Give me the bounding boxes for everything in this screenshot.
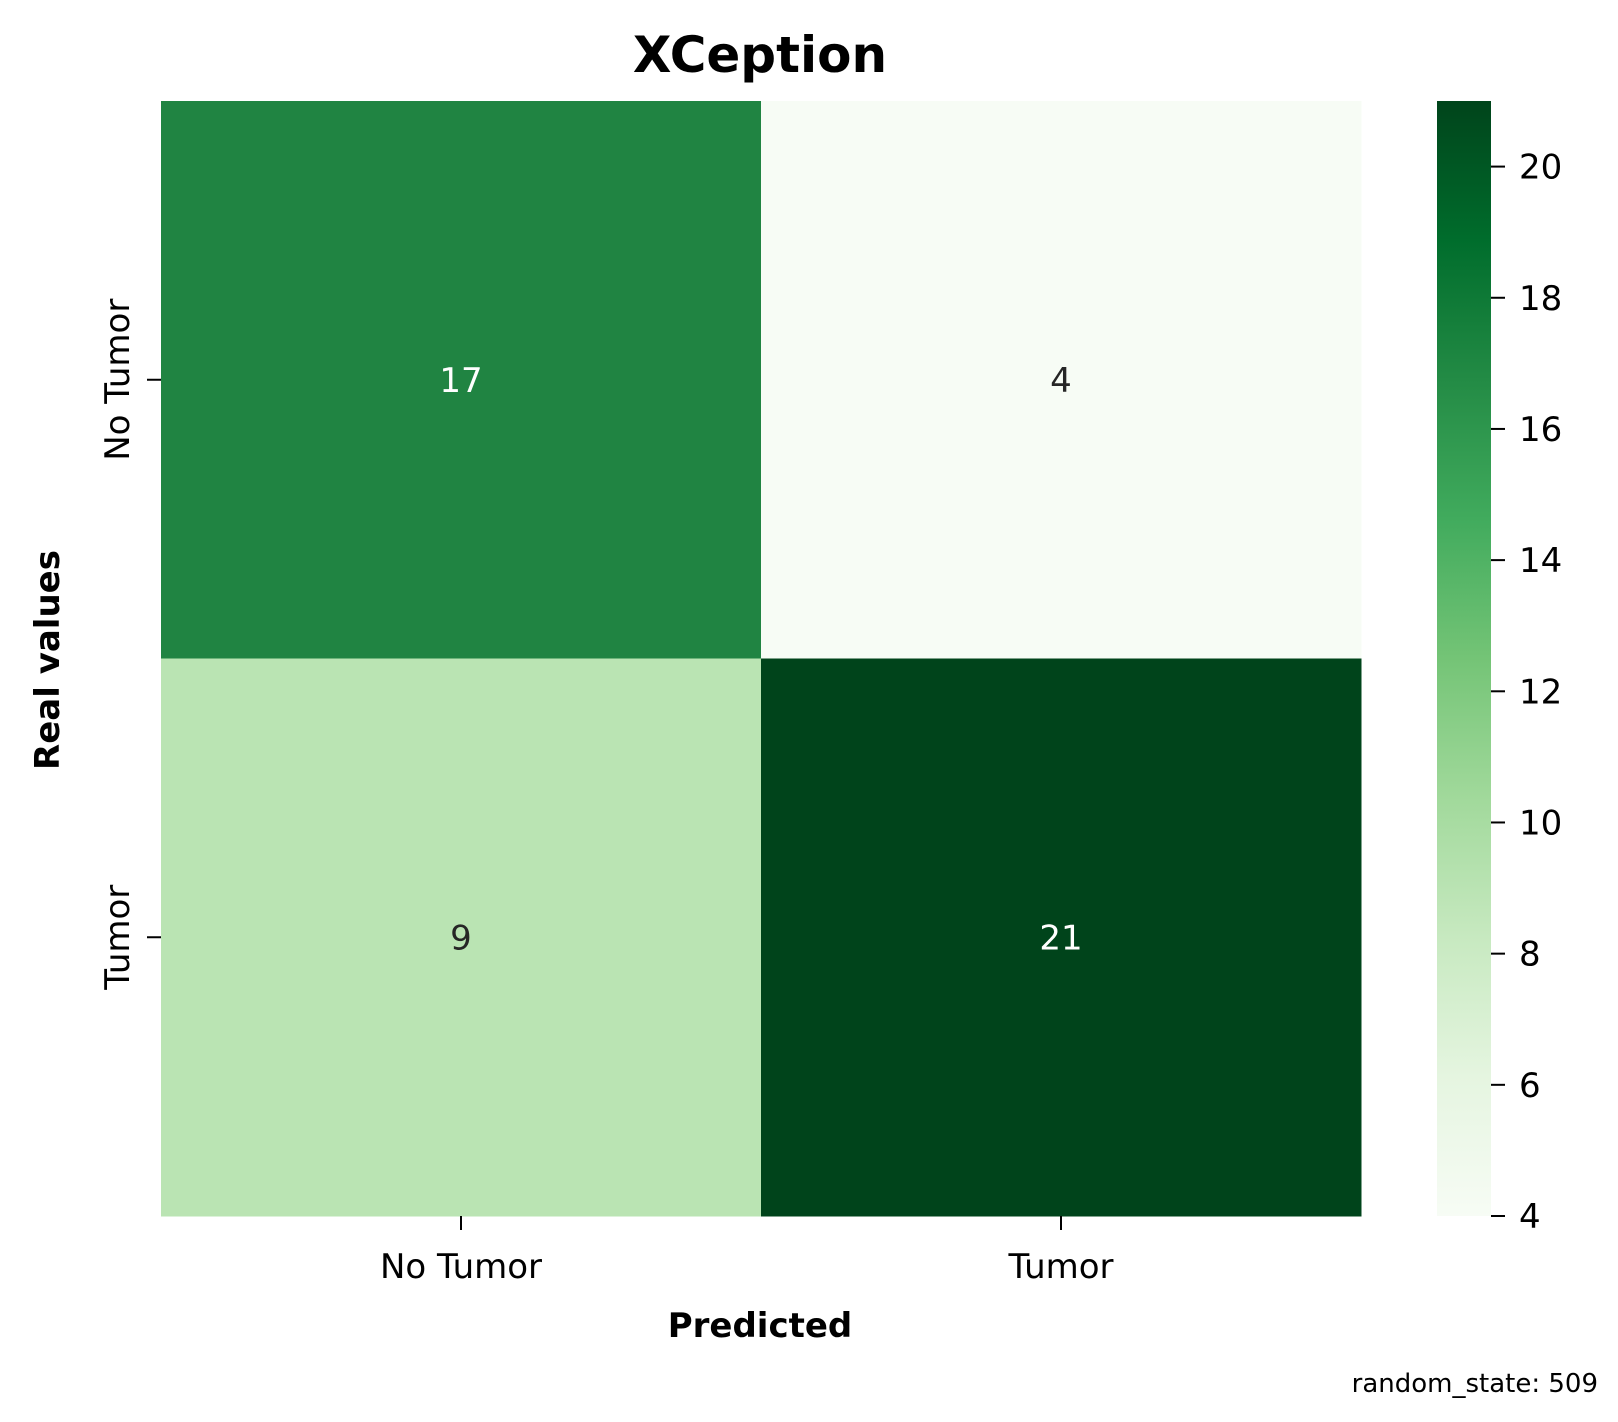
heatmap-cells: 17 4 9 21 [161,101,1362,1217]
chart-title: XCeption [633,26,887,84]
colorbar-tick-label: 16 [1519,410,1562,450]
colorbar-tick-label: 10 [1519,803,1562,843]
x-tick-label: No Tumor [380,1247,542,1287]
y-axis-label: Real values [28,550,68,770]
colorbar-tick-label: 18 [1519,279,1562,319]
colorbar-tick-label: 12 [1519,672,1562,712]
cell-value-label: 17 [439,361,482,401]
y-tick-label: Tumor [98,885,138,991]
colorbar-ticks: 4 6 8 10 12 14 16 18 20 [1491,148,1562,1237]
colorbar-tick-label: 20 [1519,148,1562,188]
heatmap-cell-r1-c1 [761,658,1362,1217]
heatmap-cell-r0-c0 [161,101,762,659]
heatmap-cell-r1-c0 [161,658,762,1217]
cell-value-label: 21 [1039,918,1082,958]
cell-value-label: 9 [450,918,472,958]
colorbar-tick-label: 4 [1519,1197,1541,1237]
y-tick-label: No Tumor [98,299,138,461]
x-axis-ticks: No Tumor Tumor [380,1216,1114,1287]
colorbar-tick-label: 14 [1519,541,1562,581]
x-axis-label: Predicted [668,1306,853,1346]
heatmap-cell-r0-c1 [761,101,1362,659]
colorbar-tick-label: 6 [1519,1066,1541,1106]
cell-value-label: 4 [1050,361,1072,401]
colorbar [1437,101,1491,1216]
y-axis-ticks: No Tumor Tumor [98,299,161,991]
x-tick-label: Tumor [1007,1247,1113,1287]
colorbar-tick-label: 8 [1519,935,1541,975]
footnote: random_state: 509 [1352,1369,1598,1399]
